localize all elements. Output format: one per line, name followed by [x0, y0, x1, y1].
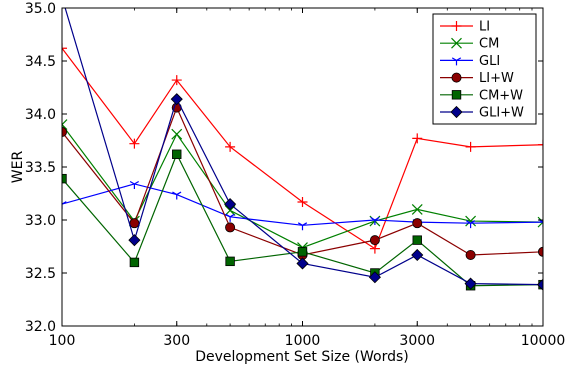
- data-point: [129, 257, 140, 268]
- data-point: [369, 235, 380, 246]
- legend-entry: GLI: [440, 54, 500, 69]
- data-point: [464, 277, 477, 290]
- data-point: [368, 271, 381, 284]
- legend-marker: [451, 57, 462, 66]
- legend-entry: CM: [440, 37, 499, 52]
- y-tick-label: 32.0: [25, 319, 56, 335]
- legend-label: GLI+W: [479, 106, 524, 121]
- y-tick-label: 34.0: [25, 107, 56, 123]
- data-point: [465, 141, 476, 152]
- data-point: [465, 249, 476, 260]
- data-point: [297, 222, 308, 231]
- legend-entry: GLI+W: [440, 106, 524, 121]
- data-point: [62, 201, 67, 210]
- x-tick-label: 10000: [521, 333, 566, 349]
- data-point: [412, 235, 422, 245]
- data-point: [225, 213, 235, 222]
- y-tick-label: 35.0: [25, 1, 56, 17]
- data-point: [129, 180, 139, 189]
- legend-marker: [451, 90, 462, 100]
- ticks-layer: 100 300 1000 3000 10000 32.0 32.5 33.0 33.5 34.0 3…: [25, 1, 565, 349]
- x-tick-label: 300: [163, 333, 190, 349]
- data-point: [412, 133, 423, 144]
- x-tick-label: 3000: [399, 333, 435, 349]
- legend-marker: [450, 105, 463, 119]
- data-point: [538, 246, 543, 257]
- x-tick-label: 100: [49, 333, 76, 349]
- y-axis-label: WER: [10, 151, 26, 184]
- data-point: [62, 119, 68, 131]
- data-point: [62, 43, 67, 54]
- legend-label: LI: [479, 20, 490, 35]
- legend-label: LI+W: [479, 71, 514, 86]
- legend-entry: LI: [440, 20, 490, 35]
- legend-label: GLI: [479, 54, 500, 69]
- data-point: [171, 128, 183, 140]
- data-point: [171, 75, 182, 86]
- data-point: [172, 191, 182, 200]
- data-point: [411, 203, 423, 215]
- legend: LI CM GLI LI+W CM+W GLI+W: [432, 13, 537, 125]
- legend-marker: [451, 21, 462, 31]
- y-tick-label: 33.5: [25, 160, 56, 176]
- y-tick-label: 34.5: [25, 54, 56, 70]
- data-point: [129, 138, 140, 149]
- legend-box: [432, 13, 537, 125]
- series-li: [62, 43, 543, 254]
- legend-entry: CM+W: [440, 88, 523, 103]
- data-point: [297, 247, 308, 257]
- data-point: [297, 196, 308, 207]
- legend-marker: [451, 72, 462, 83]
- data-point: [537, 216, 543, 228]
- legend-label: CM+W: [479, 88, 523, 103]
- data-point: [129, 218, 140, 229]
- data-point: [225, 141, 236, 152]
- series-gli-plus-w: [57, 0, 543, 291]
- data-point: [224, 198, 237, 211]
- legend-marker: [451, 37, 462, 49]
- x-tick-label: 1000: [285, 333, 321, 349]
- data-point: [170, 93, 183, 106]
- data-point: [128, 234, 141, 247]
- data-point: [172, 149, 182, 159]
- data-point: [465, 215, 477, 227]
- y-tick-label: 32.5: [25, 266, 56, 282]
- series-line: [62, 106, 543, 256]
- data-point: [466, 220, 476, 229]
- series-layer: [57, 0, 543, 291]
- legend-entry: LI+W: [440, 71, 514, 86]
- data-point: [538, 139, 543, 150]
- data-point: [296, 257, 309, 270]
- y-tick-label: 33.0: [25, 213, 56, 229]
- data-point: [57, 0, 68, 3]
- legend-label: CM: [479, 37, 499, 52]
- data-point: [370, 216, 380, 225]
- data-point: [369, 243, 380, 254]
- data-point: [412, 218, 423, 229]
- data-point: [536, 278, 543, 291]
- data-point: [225, 222, 236, 233]
- data-point: [411, 248, 424, 262]
- x-axis-label: Development Set Size (Words): [195, 349, 409, 365]
- data-point: [225, 256, 235, 267]
